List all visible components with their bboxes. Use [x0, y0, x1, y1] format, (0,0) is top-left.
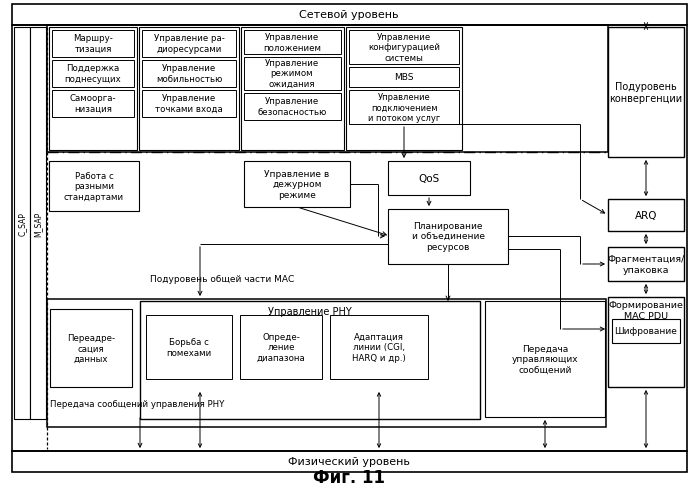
Text: Борьба с
помехами: Борьба с помехами — [166, 338, 212, 357]
Text: Адаптация
линии (CGI,
HARQ и др.): Адаптация линии (CGI, HARQ и др.) — [352, 332, 406, 362]
Text: QoS: QoS — [419, 174, 440, 183]
Text: Управление
мобильностью: Управление мобильностью — [156, 64, 222, 83]
Text: Управление PHY: Управление PHY — [268, 306, 352, 316]
Bar — [142, 61, 236, 88]
Text: Работа с
разными
стандартами: Работа с разными стандартами — [64, 172, 124, 202]
Text: Поддержка
поднесущих: Поддержка поднесущих — [64, 64, 122, 83]
Text: Управление
точками входа: Управление точками входа — [155, 94, 223, 114]
Bar — [244, 31, 341, 55]
Text: ARQ: ARQ — [635, 210, 657, 221]
Text: Шифрование: Шифрование — [614, 327, 677, 336]
Text: Подуровень
конвергенции: Подуровень конвергенции — [610, 82, 682, 103]
Bar — [142, 91, 236, 118]
Bar — [388, 209, 508, 264]
Bar — [608, 247, 684, 282]
Text: Управление в
дежурном
режиме: Управление в дежурном режиме — [264, 170, 330, 200]
Text: Передача
управляющих
сообщений: Передача управляющих сообщений — [512, 345, 578, 374]
Text: Физический уровень: Физический уровень — [288, 456, 410, 466]
Text: Фрагментация/
упаковка: Фрагментация/ упаковка — [607, 255, 685, 274]
Bar — [49, 28, 137, 151]
Bar — [52, 91, 134, 118]
Bar — [330, 315, 428, 379]
Bar — [485, 302, 605, 417]
Text: Сетевой уровень: Сетевой уровень — [299, 10, 398, 20]
Bar — [12, 451, 687, 472]
Bar — [49, 162, 139, 212]
Text: Управление
режимом
ожидания: Управление режимом ожидания — [265, 59, 319, 89]
Bar — [146, 315, 232, 379]
Bar — [349, 68, 459, 88]
Bar — [608, 200, 684, 231]
Text: Маршру-
тизация: Маршру- тизация — [73, 34, 113, 54]
Text: Формирование
MAC PDU: Формирование MAC PDU — [609, 301, 684, 320]
Text: Передача сообщений управления PHY: Передача сообщений управления PHY — [50, 400, 224, 408]
Bar — [388, 162, 470, 196]
Bar — [142, 31, 236, 58]
Bar — [52, 31, 134, 58]
Text: Управление ра-
диоресурсами: Управление ра- диоресурсами — [154, 34, 224, 54]
Bar — [52, 61, 134, 88]
Text: M_SAP: M_SAP — [34, 211, 43, 236]
Bar — [608, 28, 684, 158]
Bar — [30, 28, 46, 419]
Text: Подуровень общей части МАС: Подуровень общей части МАС — [150, 275, 294, 284]
Bar — [14, 28, 30, 419]
Text: Планирование
и объединение
ресурсов: Планирование и объединение ресурсов — [412, 222, 484, 251]
Text: Самоорга-
низация: Самоорга- низация — [70, 94, 116, 114]
Bar — [140, 302, 480, 419]
Bar — [50, 309, 132, 387]
Bar — [349, 91, 459, 125]
Text: Переадре-
сация
данных: Переадре- сация данных — [67, 333, 115, 363]
Bar — [349, 31, 459, 65]
Bar — [47, 26, 608, 153]
Bar — [240, 315, 322, 379]
Bar — [608, 297, 684, 387]
Text: C_SAP: C_SAP — [17, 212, 27, 235]
Bar — [244, 162, 350, 207]
Bar — [47, 299, 606, 427]
Text: Опреде-
ление
диапазона: Опреде- ление диапазона — [257, 332, 305, 362]
Text: Управление
конфигурацией
системы: Управление конфигурацией системы — [368, 33, 440, 63]
Bar — [241, 28, 344, 151]
Bar — [244, 94, 341, 121]
Bar — [12, 26, 687, 451]
Bar — [139, 28, 239, 151]
Text: Фиг. 11: Фиг. 11 — [313, 468, 385, 486]
Bar — [346, 28, 462, 151]
Text: MBS: MBS — [394, 73, 414, 82]
Bar — [12, 5, 687, 26]
Text: Управление
подключением
и потоком услуг: Управление подключением и потоком услуг — [368, 93, 440, 122]
Text: Управление
безопасностью: Управление безопасностью — [257, 97, 326, 117]
Bar — [612, 319, 680, 343]
Text: Управление
положением: Управление положением — [263, 33, 321, 53]
Bar — [244, 58, 341, 91]
